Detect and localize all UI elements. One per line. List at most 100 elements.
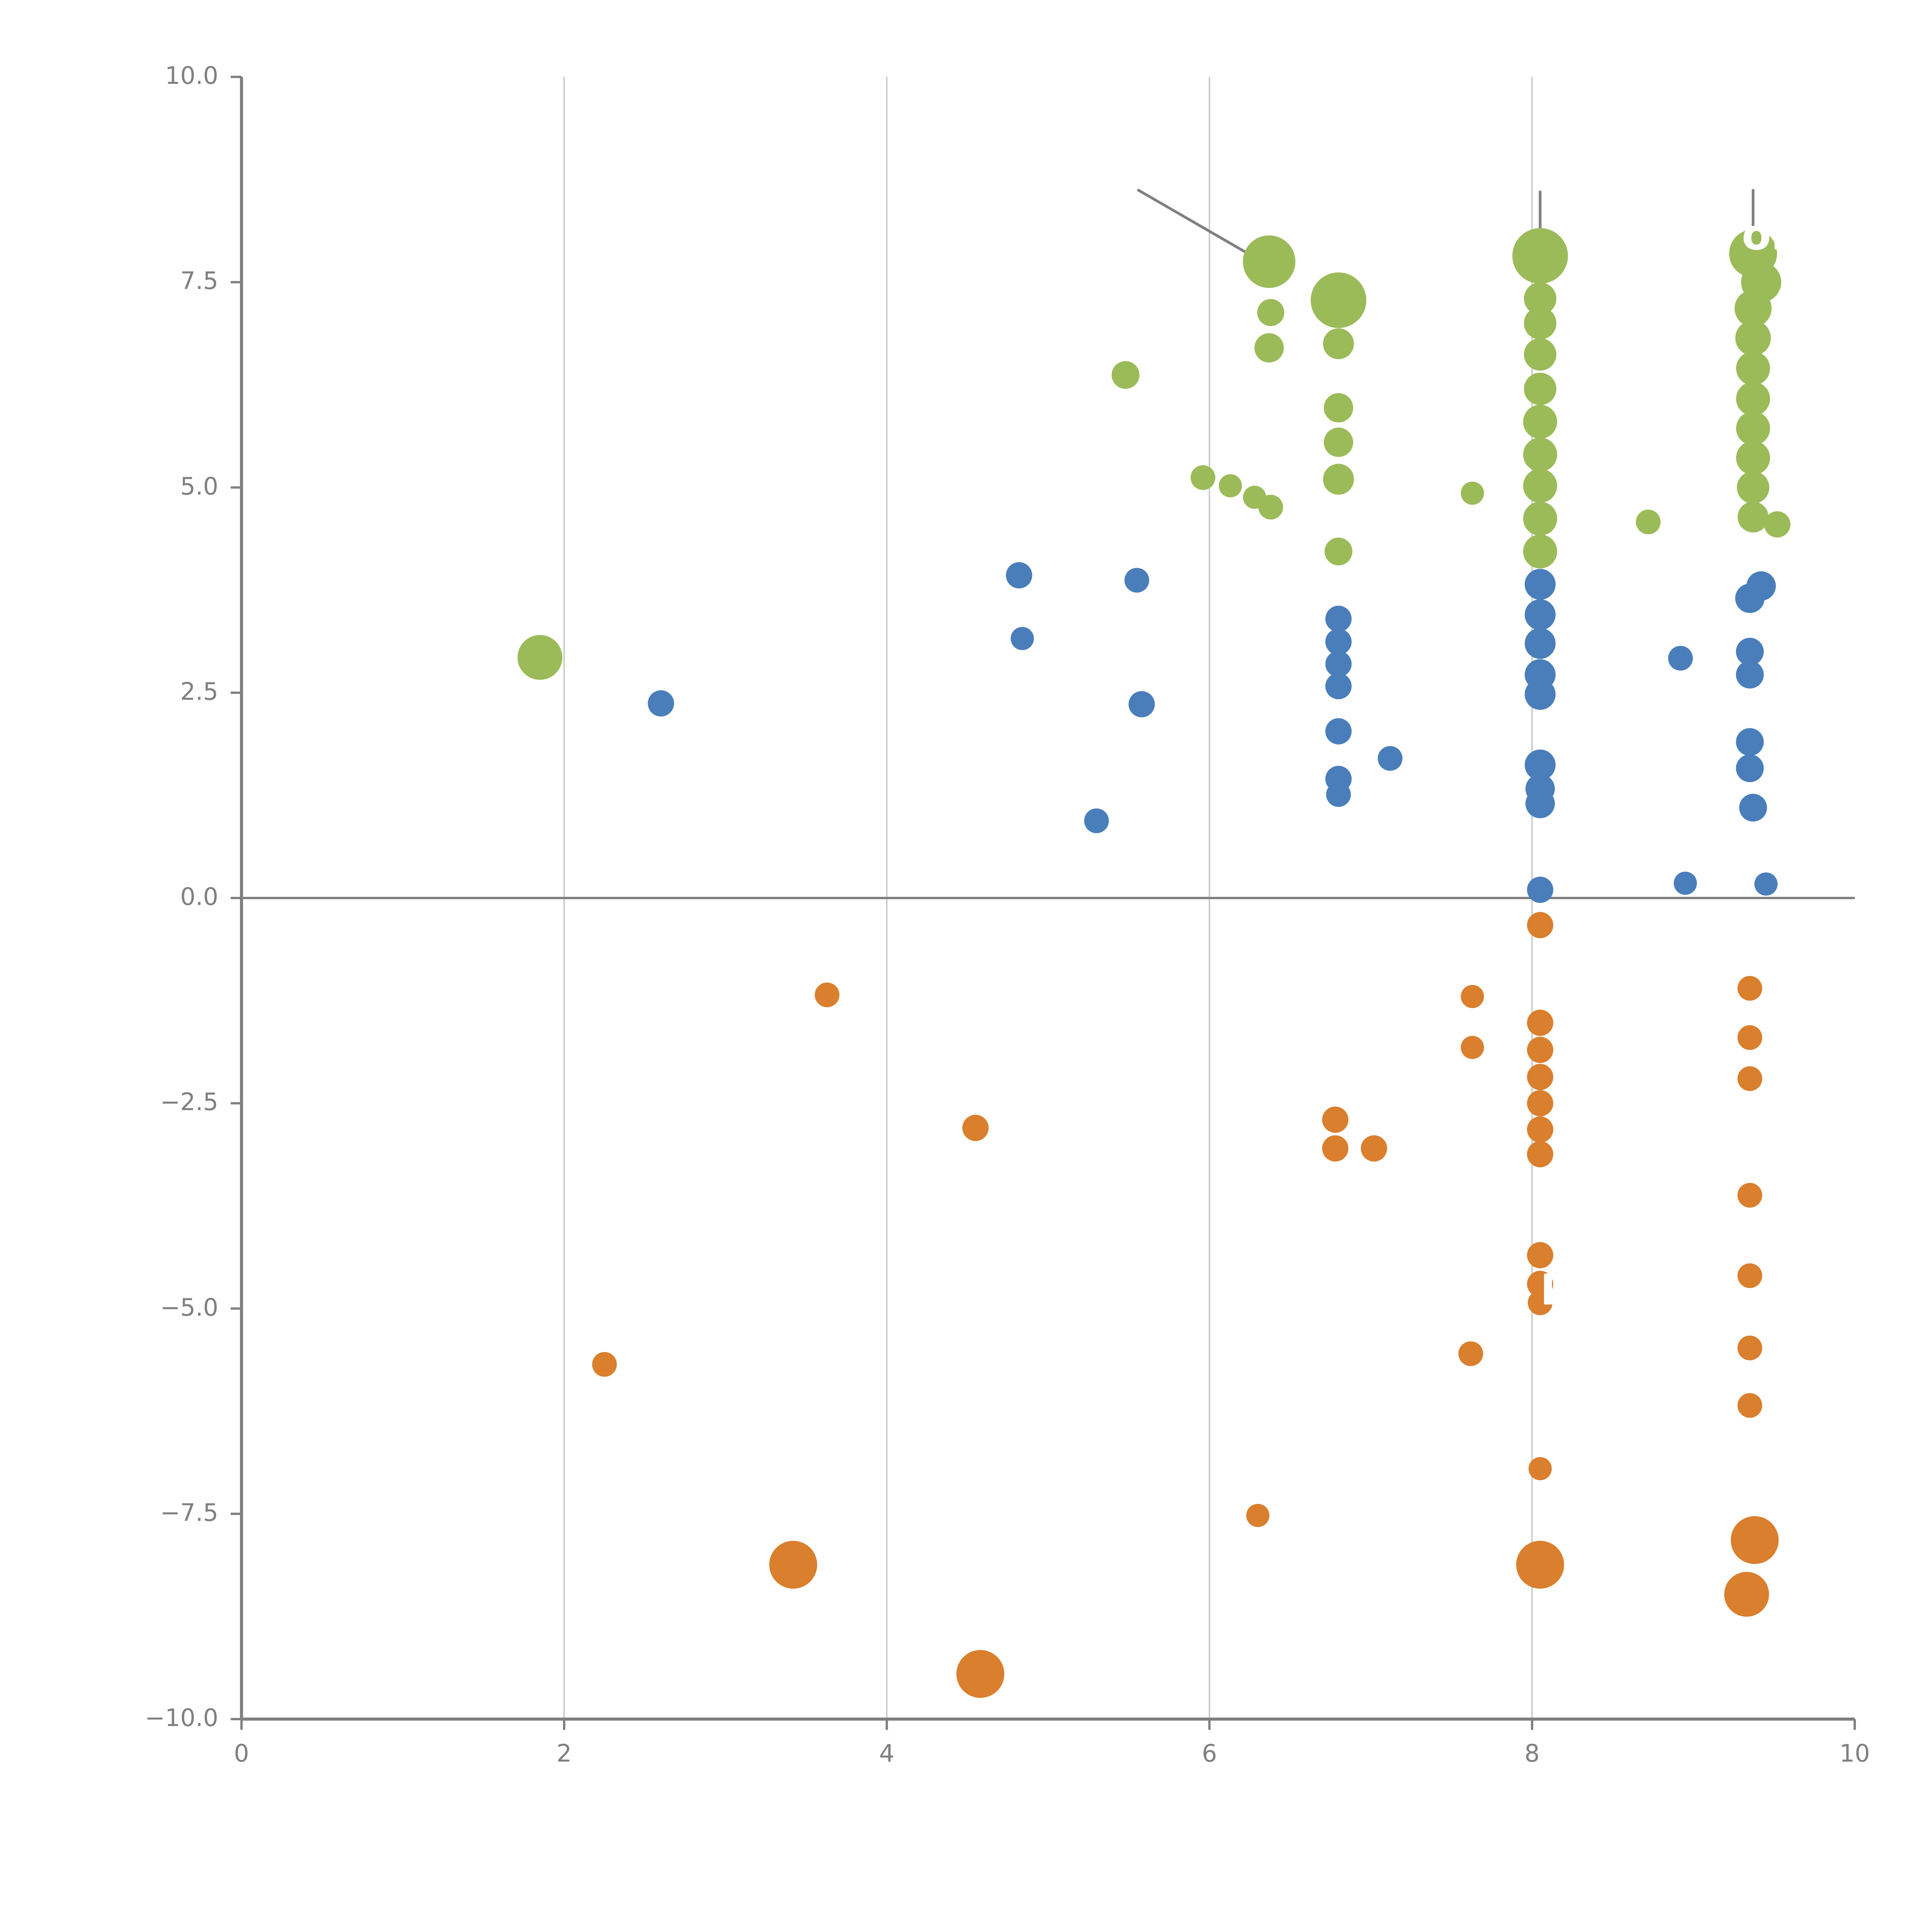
data-point-green (1524, 372, 1556, 405)
data-point-green (1461, 481, 1484, 505)
x-tick-label: 0 (234, 1739, 249, 1767)
data-point-orange (1737, 976, 1762, 1001)
data-point-green (1736, 441, 1770, 475)
data-point-orange (1731, 1516, 1779, 1564)
overlay-labels-group: ohl D (1540, 210, 1816, 1315)
data-point-green (1734, 290, 1772, 327)
data-point-green (1311, 272, 1366, 328)
data-point-green (1524, 338, 1556, 371)
data-point-orange (1322, 1106, 1349, 1133)
data-point-orange (1527, 1270, 1553, 1297)
data-point-blue (1325, 605, 1352, 632)
data-point-orange (1737, 1066, 1762, 1091)
y-tick-label: −2.5 (160, 1088, 218, 1116)
data-point-green (1764, 511, 1791, 538)
data-point-orange (1737, 1183, 1762, 1208)
data-point-green (1190, 465, 1216, 490)
data-point-blue (1736, 638, 1764, 666)
data-point-green (1257, 299, 1284, 326)
y-tick-label: −7.5 (160, 1498, 218, 1527)
data-point-orange (1527, 1141, 1553, 1167)
data-points-group (517, 228, 1791, 1698)
data-point-blue (1739, 794, 1767, 822)
data-point-orange (1527, 1242, 1553, 1269)
data-point-green (1324, 427, 1353, 457)
data-point-orange (769, 1541, 817, 1589)
x-tick-label: 8 (1524, 1739, 1540, 1767)
data-point-green (1735, 320, 1771, 356)
data-point-orange (1737, 1335, 1762, 1361)
data-point-orange (1361, 1135, 1387, 1162)
data-point-green (1323, 328, 1354, 359)
data-point-green (1524, 307, 1556, 340)
data-point-green (1324, 393, 1353, 423)
data-point-green (517, 635, 563, 680)
data-point-green (1325, 537, 1352, 566)
x-tick-label: 4 (879, 1739, 895, 1767)
data-point-green (1736, 382, 1770, 416)
annotation-lines-group (1137, 189, 1755, 302)
data-point-green (1524, 282, 1556, 315)
data-point-orange (1527, 1090, 1553, 1117)
data-point-orange (592, 1352, 617, 1377)
data-point-orange (1527, 1037, 1553, 1063)
data-point-green (1323, 464, 1354, 495)
data-point-orange (1724, 1572, 1769, 1617)
data-point-orange (1527, 1010, 1553, 1036)
data-point-green (1736, 411, 1770, 446)
data-point-orange (1527, 1290, 1553, 1315)
overlay-label: ohl (1742, 210, 1816, 259)
data-point-green (1243, 235, 1296, 288)
data-point-blue (1325, 673, 1352, 699)
data-point-blue (1325, 651, 1352, 677)
data-point-blue (1524, 628, 1556, 659)
data-point-orange (1246, 1504, 1270, 1527)
y-tick-label: 5.0 (180, 472, 218, 500)
y-tick-label: 0.0 (180, 883, 218, 911)
y-tick-label: 10.0 (165, 61, 218, 90)
data-point-blue (1325, 629, 1352, 655)
data-point-blue (1735, 583, 1765, 613)
data-point-green (1523, 502, 1557, 536)
data-point-orange (1527, 1064, 1553, 1090)
data-point-blue (1754, 872, 1778, 896)
data-point-blue (1527, 876, 1553, 903)
data-point-green (1523, 437, 1557, 472)
data-point-green (1512, 228, 1568, 284)
data-point-blue (1378, 746, 1403, 771)
data-point-blue (1524, 749, 1556, 781)
y-tick-label: −10.0 (145, 1704, 218, 1732)
data-point-green (1111, 361, 1139, 389)
data-point-green (1636, 509, 1661, 534)
data-point-green (1258, 495, 1283, 520)
data-point-orange (1737, 1025, 1762, 1050)
data-point-blue (1524, 569, 1556, 600)
data-point-green (1736, 351, 1770, 386)
data-point-orange (1458, 1341, 1483, 1366)
data-point-blue (1010, 627, 1034, 650)
data-point-orange (1737, 1263, 1762, 1288)
data-point-orange (1737, 1393, 1762, 1418)
data-point-blue (1124, 568, 1150, 593)
data-point-green (1219, 474, 1242, 498)
y-tick-label: −5.0 (160, 1293, 218, 1321)
data-point-orange (1527, 912, 1553, 939)
data-point-orange (1461, 1036, 1484, 1059)
data-point-green (1523, 405, 1557, 439)
data-point-blue (1084, 808, 1109, 833)
data-point-blue (1736, 754, 1764, 782)
overlay-label: D (1540, 1265, 1575, 1315)
data-point-orange (1516, 1541, 1564, 1589)
data-point-blue (1006, 562, 1032, 588)
data-point-blue (648, 690, 674, 717)
data-point-blue (1326, 782, 1351, 807)
data-point-orange (962, 1115, 989, 1141)
axes-group (231, 76, 1856, 1730)
x-tick-label: 10 (1839, 1739, 1870, 1767)
y-tick-label: 2.5 (180, 677, 218, 706)
data-point-orange (1528, 1457, 1552, 1480)
data-point-green (1737, 502, 1769, 532)
data-point-blue (1673, 871, 1697, 895)
x-tick-label: 6 (1202, 1739, 1217, 1767)
